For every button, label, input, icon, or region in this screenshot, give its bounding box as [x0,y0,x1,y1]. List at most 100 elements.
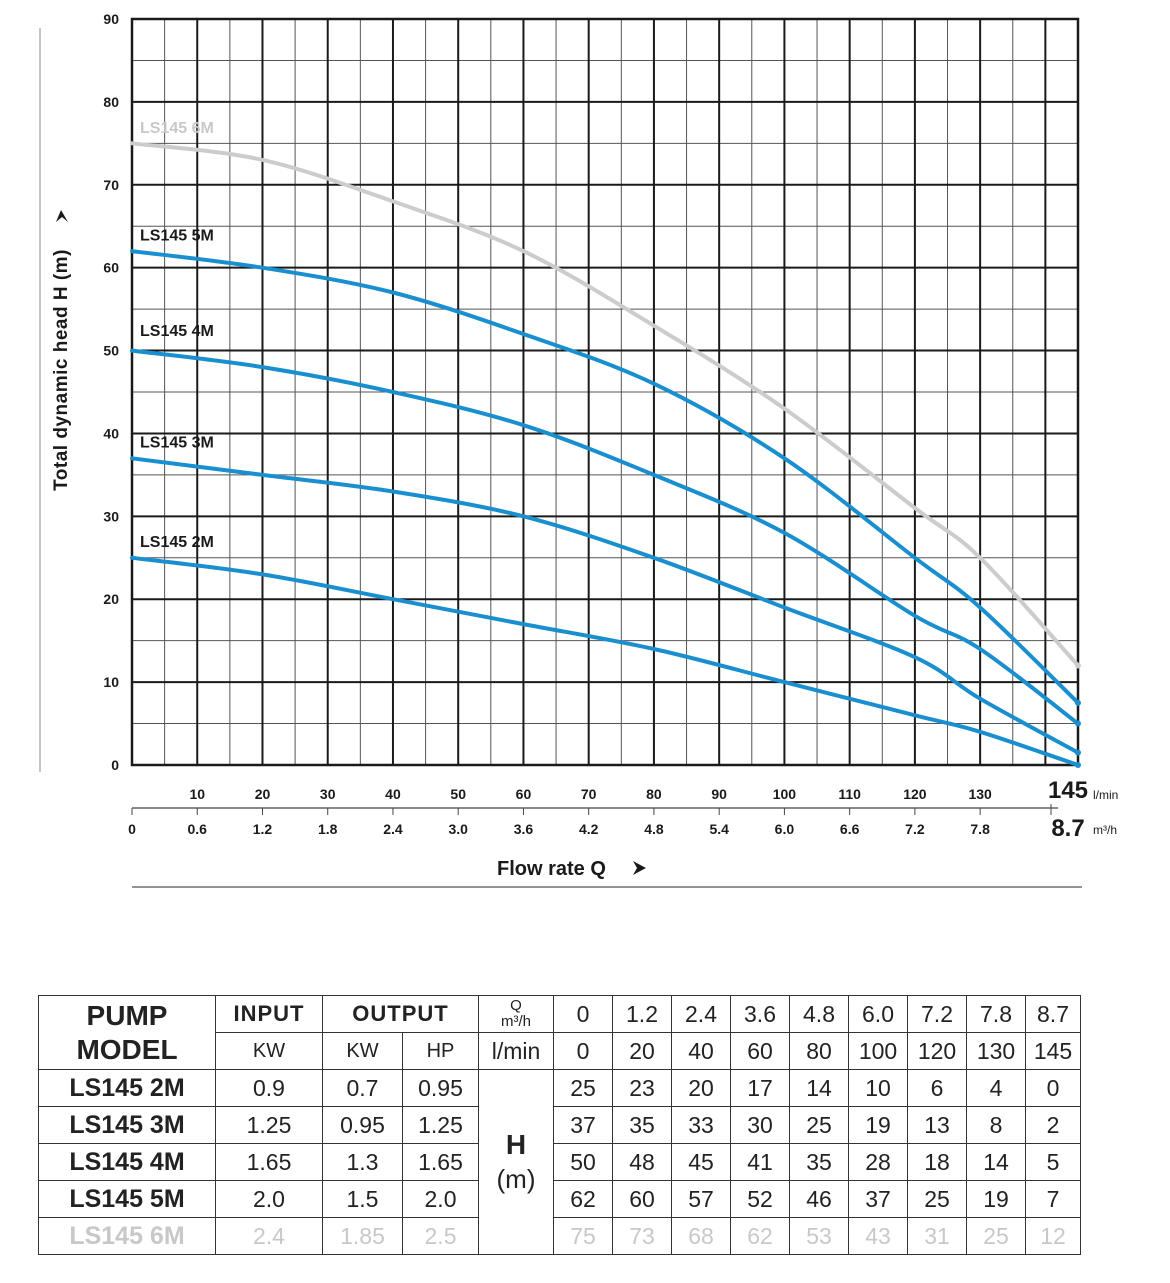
m3h-cell: 4.8 [789,995,850,1033]
head-cell: 31 [907,1217,968,1255]
head-cell: 25 [907,1180,968,1218]
h-label: H [505,1129,527,1160]
q-label: Q [510,997,522,1014]
x-tick-label-lmin: 120 [903,786,927,802]
series-label: LS145 6M [140,120,214,137]
head-cell: 41 [730,1143,791,1181]
x-tick-label-lmin: 130 [968,786,992,802]
input-kw-cell: 2.0 [215,1180,323,1218]
series-label: LS145 4M [140,323,214,340]
output-hp-header: HP [401,1032,480,1070]
series-end-point [1075,749,1081,756]
series-line [130,555,1080,767]
series-line [130,456,1080,755]
head-cell: 53 [789,1217,850,1255]
head-unit-cell: H (m) [478,1069,555,1255]
x-tick-label-lmin: 10 [189,786,205,802]
y-tick-label: 0 [111,757,119,773]
m3h-cell: 1.2 [612,995,673,1033]
m3h-cell: 3.6 [730,995,791,1033]
head-cell: 2 [1025,1106,1082,1144]
m3h-cell: 8.7 [1025,995,1082,1033]
x-tick-label-m3h: 3.6 [514,821,534,837]
x-axis: 10 20 30 40 50 60 70 80 90 100 110 120 130 0 0.6 1.2 1.8… [128,777,1088,842]
x-tick-label-lmin: 40 [385,786,401,802]
x-tick-label-lmin: 80 [646,786,662,802]
table-row: LS145 2M 0.9 0.7 0.95 H (m) 25 23 20 17 … [38,1069,1082,1255]
head-cell: 6 [907,1069,968,1107]
output-header: OUTPUT [321,995,480,1033]
lmin-cell: 20 [612,1032,673,1070]
y-axis-arrow-icon [56,210,68,222]
unit-m3h: m³/h [1093,823,1117,837]
x-end-label-m3h: 8.7 [1051,815,1084,842]
input-header: INPUT [215,995,323,1033]
head-cell: 8 [966,1106,1027,1144]
series-line [130,141,1080,668]
head-cell: 62 [730,1217,791,1255]
y-tick-label: 20 [103,591,119,607]
x-tick-label-lmin: 100 [773,786,797,802]
y-tick-label: 50 [103,343,119,359]
x-tick-label-lmin: 90 [711,786,727,802]
head-cell: 28 [848,1143,909,1181]
x-tick-label-m3h: 6.6 [840,821,860,837]
head-cell: 35 [789,1143,850,1181]
head-cell: 45 [671,1143,732,1181]
lmin-cell: 40 [671,1032,732,1070]
head-cell: 43 [848,1217,909,1255]
output-hp-cell: 0.95 [401,1069,480,1107]
m3h-cell: 7.8 [966,995,1027,1033]
x-tick-label-m3h: 4.8 [644,821,664,837]
head-cell: 12 [1025,1217,1082,1255]
input-kw-cell: 2.4 [215,1217,323,1255]
input-kw-cell: 1.65 [215,1143,323,1181]
table-row: LS145 6M 2.4 1.85 2.5 75 73 68 62 53 43 … [38,1217,1082,1255]
curves [130,141,1081,768]
model-label: MODEL [76,1033,178,1065]
output-hp-cell: 2.0 [401,1180,480,1218]
x-tick-label-m3h: 1.2 [253,821,273,837]
output-kw-cell: 1.5 [322,1180,403,1218]
head-cell: 25 [966,1217,1027,1255]
q-header: Q m³/h [478,995,555,1033]
curve-labels: LS145 6M LS145 5M LS145 4M LS145 3M LS145 2M [140,120,214,551]
x-tick-label-m3h: 4.2 [579,821,599,837]
input-kw-cell: 1.25 [215,1106,323,1144]
x-tick-label-m3h: 2.4 [383,821,403,837]
head-cell: 33 [671,1106,732,1144]
output-hp-cell: 1.25 [401,1106,480,1144]
x-end-label-lmin: 145 [1048,777,1088,804]
output-kw-cell: 1.85 [322,1217,403,1255]
y-tick-label: 10 [103,674,119,690]
h-unit: (m) [496,1164,536,1194]
chart-grid [130,17,1080,767]
y-tick-label: 80 [103,94,119,110]
pump-data-table: PUMP MODEL INPUT OUTPUT Q m³/h 0 1.2 2.4… [38,995,1082,1255]
head-cell: 68 [671,1217,732,1255]
y-axis-label: Total dynamic head H (m) [51,249,72,491]
head-cell: 60 [612,1180,673,1218]
lmin-header: l/min [478,1032,555,1070]
head-cell: 25 [789,1106,850,1144]
head-cell: 17 [730,1069,791,1107]
head-cell: 7 [1025,1180,1082,1218]
plot-frame [130,17,1080,767]
model-cell: LS145 2M [38,1069,216,1107]
series-label: LS145 3M [140,435,214,452]
unit-lmin: l/min [1093,788,1118,802]
series-label: LS145 5M [140,228,214,245]
input-kw-header: KW [215,1032,323,1070]
series-line [130,249,1080,705]
model-cell: LS145 6M [38,1217,216,1255]
head-cell: 73 [612,1217,673,1255]
m3h-cell: 6.0 [848,995,909,1033]
m3h-cell: 0 [553,995,614,1033]
table-row: LS145 5M 2.0 1.5 2.0 62 60 57 52 46 37 2… [38,1180,1082,1218]
head-cell: 19 [966,1180,1027,1218]
x-tick-label-m3h: 5.4 [709,821,729,837]
head-cell: 75 [553,1217,614,1255]
x-tick-label-m3h: 1.8 [318,821,338,837]
output-kw-cell: 0.7 [322,1069,403,1107]
